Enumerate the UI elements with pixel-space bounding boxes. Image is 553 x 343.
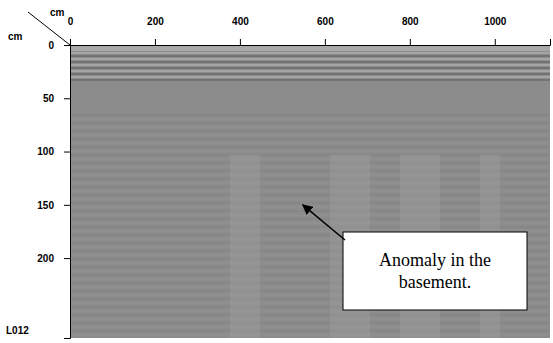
annotation-arrow	[303, 205, 345, 240]
reflection-band	[70, 55, 550, 57]
y-axis-line	[64, 46, 71, 339]
reflection-band	[70, 61, 550, 63]
layer-texture	[70, 323, 550, 324]
x-tick-mark	[325, 39, 326, 45]
x-axis-line	[71, 39, 551, 46]
x-axis: 0 200 400 600 800 1000	[68, 16, 551, 46]
y-tick: 0	[48, 40, 70, 51]
layer-texture	[70, 315, 550, 316]
y-tick: 50	[43, 93, 70, 104]
y-axis-title: cm	[8, 31, 23, 42]
layer-texture	[70, 327, 550, 328]
y-tick: 200	[37, 253, 70, 264]
x-tick-label: 800	[402, 16, 419, 27]
noise-zone	[230, 155, 260, 338]
x-tick: 200	[147, 16, 164, 45]
layer-texture	[70, 159, 550, 160]
layer-texture	[70, 123, 550, 124]
y-tick-label: 150	[37, 200, 54, 211]
layer-texture	[70, 223, 550, 224]
layer-texture	[70, 139, 550, 140]
reflection-band	[70, 73, 550, 75]
layer-texture	[70, 199, 550, 200]
layer-texture	[70, 319, 550, 320]
layer-texture	[70, 175, 550, 176]
layer-texture	[70, 167, 550, 168]
plot-area	[70, 45, 550, 338]
y-tick: 100	[37, 146, 70, 157]
x-tick-mark	[495, 39, 496, 45]
layer-texture	[70, 147, 550, 148]
reflection-band	[70, 58, 550, 60]
x-tick: 600	[317, 16, 334, 45]
annotation-text: Anomaly in thebasement.	[379, 250, 491, 292]
x-tick-label: 600	[317, 16, 334, 27]
annotation: Anomaly in thebasement.	[303, 205, 527, 310]
reflection-band	[70, 64, 550, 66]
y-tick-mark	[64, 152, 70, 153]
x-tick-label: 400	[232, 16, 249, 27]
reflection-band	[70, 70, 550, 72]
x-tick-label: 1000	[484, 16, 507, 27]
reflection-band	[70, 67, 550, 69]
layer-texture	[70, 155, 550, 156]
layer-texture	[70, 183, 550, 184]
y-tick-mark	[64, 45, 70, 46]
x-tick-mark	[410, 39, 411, 45]
layer-texture	[70, 227, 550, 228]
layer-texture	[70, 171, 550, 172]
layer-texture	[70, 219, 550, 220]
layer-texture	[70, 135, 550, 136]
layer-texture	[70, 119, 550, 120]
layer-texture	[70, 191, 550, 192]
x-tick-label: 0	[68, 16, 74, 27]
y-tick-label: 50	[43, 93, 55, 104]
layer-texture	[70, 231, 550, 232]
layer-texture	[70, 331, 550, 332]
layer-texture	[70, 131, 550, 132]
x-tick: 400	[232, 16, 249, 45]
x-tick-mark	[70, 39, 71, 45]
x-tick-mark	[155, 39, 156, 45]
radargram-ground	[70, 45, 550, 338]
y-tick-mark	[64, 205, 70, 206]
x-tick: 1000	[484, 16, 507, 45]
layer-texture	[70, 115, 550, 116]
reflection-band	[70, 52, 550, 54]
reflection-band	[70, 76, 550, 78]
layer-texture	[70, 195, 550, 196]
x-tick-label: 200	[147, 16, 164, 27]
profile-label: L012	[6, 325, 29, 336]
y-axis: 0 50 100 150 200	[37, 40, 70, 339]
layer-texture	[70, 143, 550, 144]
background	[0, 0, 553, 343]
layer-texture	[70, 179, 550, 180]
layer-texture	[70, 207, 550, 208]
reflection-band	[70, 79, 550, 81]
y-tick-label: 200	[37, 253, 54, 264]
layer-texture	[70, 335, 550, 336]
layer-texture	[70, 311, 550, 312]
layer-texture	[70, 187, 550, 188]
y-tick-label: 0	[48, 40, 54, 51]
y-tick: 150	[37, 200, 70, 211]
y-tick-mark	[64, 258, 70, 259]
layer-texture	[70, 151, 550, 152]
layer-texture	[70, 127, 550, 128]
layer-texture	[70, 215, 550, 216]
x-tick-mark	[240, 39, 241, 45]
annotation-box	[343, 232, 527, 310]
y-tick-mark	[64, 98, 70, 99]
layer-texture	[70, 163, 550, 164]
x-tick: 0	[68, 16, 74, 45]
x-axis-title: cm	[50, 7, 65, 18]
x-tick: 800	[402, 16, 419, 45]
layer-texture	[70, 203, 550, 204]
y-tick-label: 100	[37, 146, 54, 157]
